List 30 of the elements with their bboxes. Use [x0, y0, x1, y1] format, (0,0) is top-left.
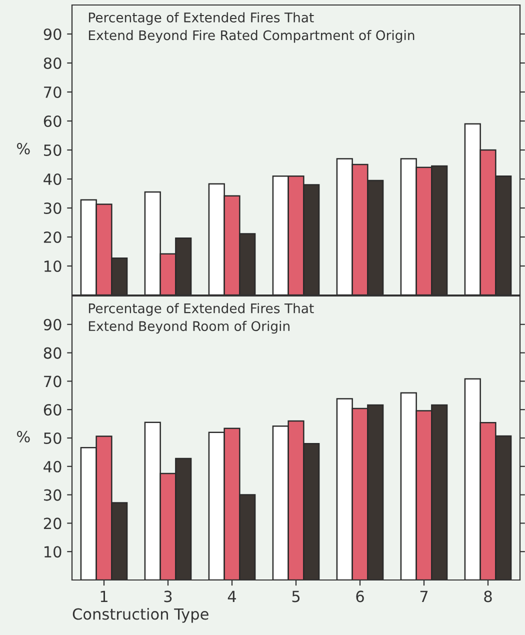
y-tick-label: 90	[44, 318, 62, 330]
y-tick-label: 80	[44, 347, 62, 359]
y-tick-label: 40	[44, 460, 62, 472]
y-tick-label: 50	[44, 144, 62, 156]
x-tick-label: 6	[356, 590, 364, 602]
y-axis-title: %	[16, 430, 30, 442]
y-tick-label: 70	[44, 86, 62, 98]
y-tick-label: 90	[44, 28, 62, 40]
y-tick-label: 30	[44, 489, 62, 501]
y-tick-label: 20	[44, 518, 62, 530]
y-tick-label: 10	[44, 546, 62, 558]
y-tick-label: 40	[44, 173, 62, 186]
x-tick-label: 5	[292, 590, 300, 602]
y-tick-label: 70	[44, 376, 62, 388]
x-tick-label: 3	[164, 590, 172, 602]
y-tick-label: 30	[44, 202, 62, 214]
x-axis-title: Construction Type	[72, 608, 208, 623]
y-tick-label: 80	[44, 57, 62, 70]
y-tick-label: 50	[44, 432, 62, 444]
text: Percentage of Extended Fires That Extend Beyond Room of Origin	[88, 303, 314, 334]
y-tick-label: 10	[44, 260, 62, 272]
y-tick-label: 60	[44, 115, 62, 128]
y-axis-title: %	[16, 142, 30, 154]
x-tick-label: 4	[228, 590, 236, 602]
x-tick-label: 1	[100, 590, 108, 602]
x-tick-label: 7	[420, 590, 428, 602]
text: Percentage of Extended Fires That Extend Beyond Fire Rated Compartment of Origin	[88, 12, 414, 43]
y-tick-label: 20	[44, 231, 62, 244]
y-tick-label: 60	[44, 404, 62, 416]
x-tick-label: 8	[484, 590, 492, 602]
